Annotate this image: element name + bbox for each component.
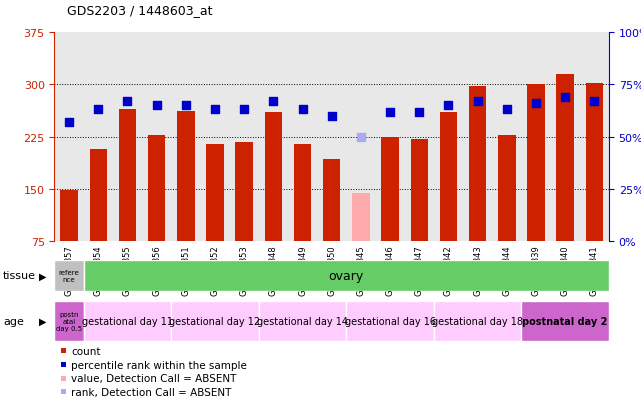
- Text: rank, Detection Call = ABSENT: rank, Detection Call = ABSENT: [71, 387, 232, 397]
- Bar: [259, 301, 346, 341]
- Bar: [528, 85, 545, 242]
- Point: [560, 95, 570, 101]
- Point: [414, 109, 424, 116]
- Bar: [352, 194, 370, 242]
- Point: [181, 103, 191, 109]
- Text: ▶: ▶: [39, 316, 47, 326]
- Bar: [84, 301, 171, 341]
- Bar: [60, 191, 78, 242]
- Text: gestational day 14: gestational day 14: [257, 316, 348, 326]
- Bar: [556, 75, 574, 242]
- Bar: [440, 113, 457, 242]
- Bar: [381, 138, 399, 242]
- Text: postnatal day 2: postnatal day 2: [522, 316, 608, 326]
- Bar: [119, 109, 136, 242]
- Bar: [206, 144, 224, 242]
- Text: ▶: ▶: [39, 271, 47, 281]
- Point: [472, 99, 483, 105]
- Text: gestational day 16: gestational day 16: [345, 316, 436, 326]
- Bar: [265, 112, 282, 242]
- Bar: [294, 144, 312, 242]
- Text: GDS2203 / 1448603_at: GDS2203 / 1448603_at: [67, 4, 213, 17]
- Bar: [54, 301, 84, 341]
- Point: [589, 99, 599, 105]
- Text: postn
atal
day 0.5: postn atal day 0.5: [56, 311, 82, 331]
- Point: [210, 107, 220, 114]
- Bar: [346, 301, 434, 341]
- Text: age: age: [3, 316, 24, 326]
- Bar: [148, 135, 165, 242]
- Point: [239, 107, 249, 114]
- Bar: [171, 301, 259, 341]
- Bar: [177, 112, 195, 242]
- Bar: [235, 143, 253, 242]
- Bar: [521, 301, 609, 341]
- Point: [64, 119, 74, 126]
- Point: [444, 103, 454, 109]
- Text: count: count: [71, 346, 101, 356]
- Point: [297, 107, 308, 114]
- Point: [385, 109, 395, 116]
- Bar: [469, 87, 487, 242]
- Point: [326, 113, 337, 120]
- Point: [531, 101, 541, 107]
- Text: gestational day 18: gestational day 18: [432, 316, 523, 326]
- Text: gestational day 12: gestational day 12: [169, 316, 260, 326]
- Bar: [54, 260, 84, 291]
- Text: tissue: tissue: [3, 271, 36, 281]
- Text: ovary: ovary: [329, 269, 364, 282]
- Bar: [498, 135, 515, 242]
- Bar: [90, 150, 107, 242]
- Point: [268, 99, 278, 105]
- Point: [93, 107, 103, 114]
- Bar: [586, 84, 603, 242]
- Text: value, Detection Call = ABSENT: value, Detection Call = ABSENT: [71, 373, 237, 383]
- Bar: [410, 140, 428, 242]
- Text: gestational day 11: gestational day 11: [82, 316, 173, 326]
- Bar: [323, 159, 340, 242]
- Text: percentile rank within the sample: percentile rank within the sample: [71, 360, 247, 370]
- Point: [356, 134, 366, 140]
- Point: [122, 99, 133, 105]
- Bar: [434, 301, 521, 341]
- Point: [151, 103, 162, 109]
- Text: refere
nce: refere nce: [59, 269, 79, 282]
- Point: [502, 107, 512, 114]
